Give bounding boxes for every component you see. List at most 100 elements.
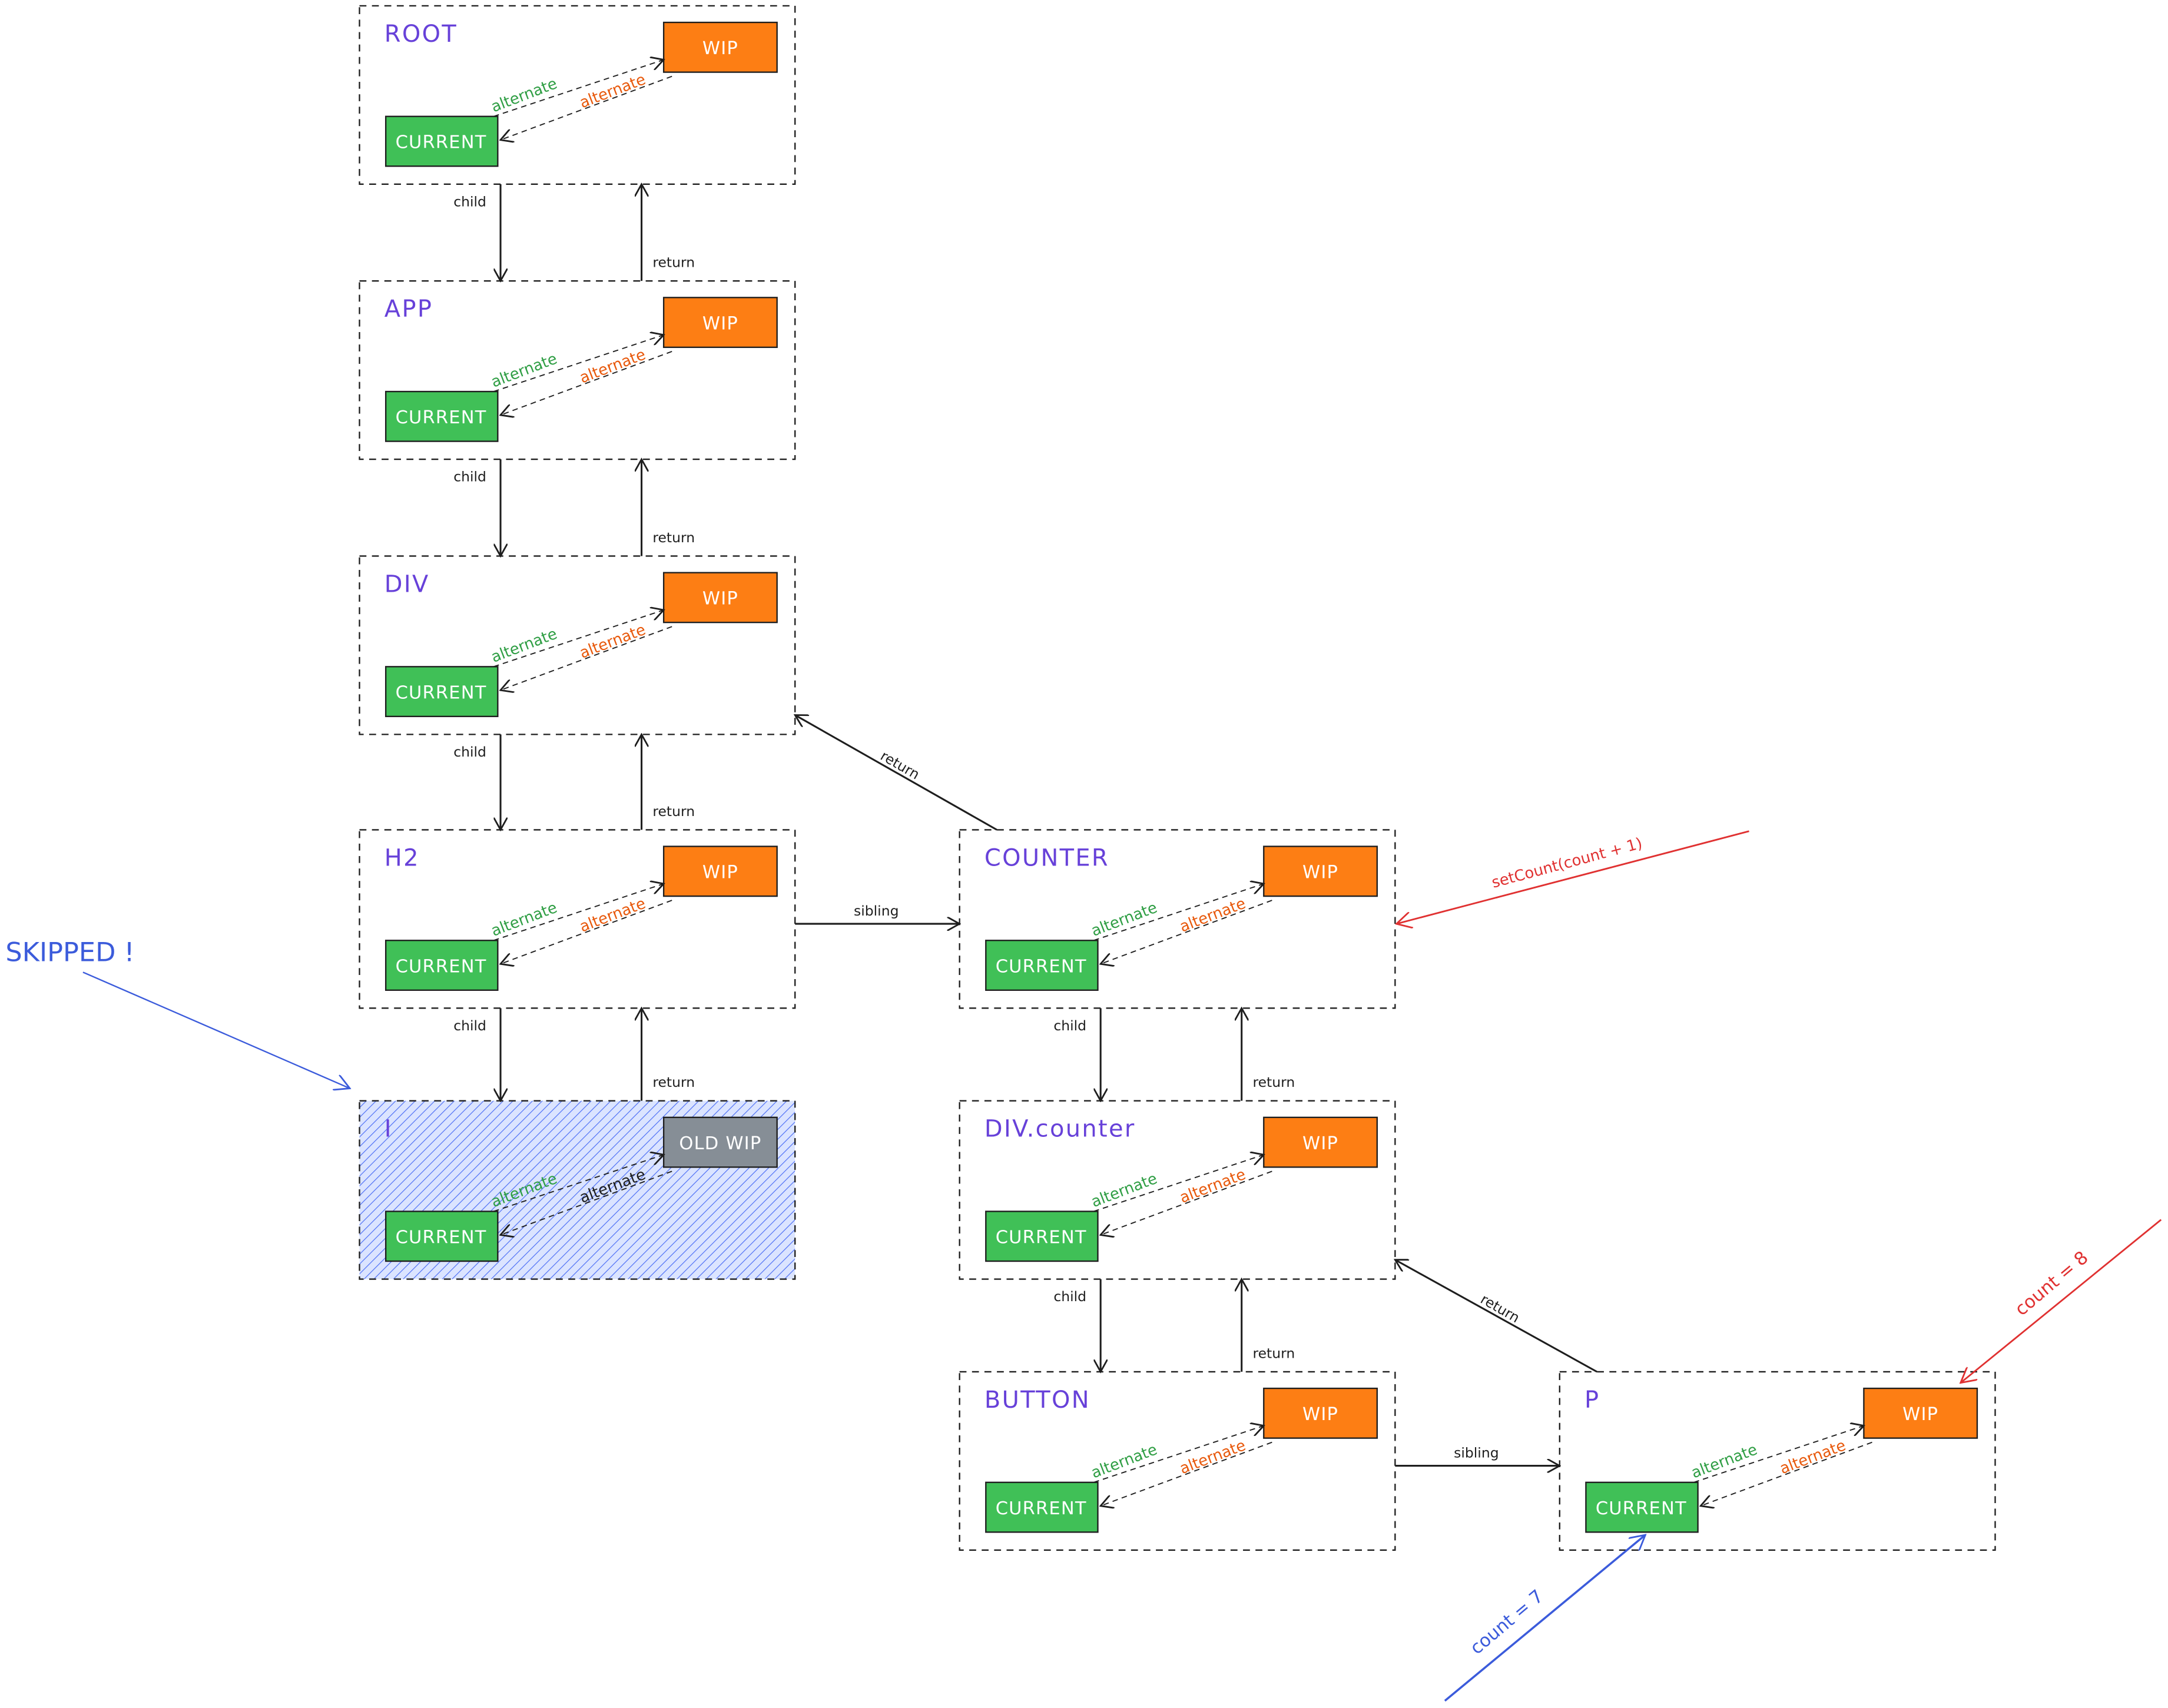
child-label: child [453, 469, 486, 485]
edge-sibling: sibling [1395, 1444, 1559, 1465]
alternate-arrow-to-wip [493, 1155, 664, 1212]
current-box [985, 940, 1099, 991]
alternate-arrow-to-wip [1093, 1155, 1264, 1212]
count-old-arrow [1444, 1535, 1645, 1702]
current-label: CURRENT [996, 956, 1087, 977]
alternate-arrow-to-current [500, 900, 672, 964]
alternate-label-to-current: alternate [1177, 1437, 1248, 1478]
alternate-label-to-wip: alternate [489, 625, 559, 666]
alternate-label-to-wip: alternate [1689, 1441, 1759, 1482]
edge-sibling: sibling [795, 903, 959, 924]
edge-return: return [642, 1008, 695, 1101]
current-box [384, 115, 499, 167]
edge-child: child [453, 459, 500, 556]
current-box [384, 1210, 499, 1262]
wip-box [662, 845, 778, 897]
skipped-annotation: SKIPPED ! [5, 937, 134, 967]
alternate-arrow-to-wip [493, 884, 664, 941]
edge-return: return [642, 184, 695, 281]
alternate-label-to-wip: alternate [1089, 899, 1159, 940]
child-label: child [1053, 1288, 1086, 1305]
set-count-annotation: setCount(count + 1) [1490, 835, 1644, 892]
alternate-arrow-to-wip [1093, 884, 1264, 941]
alternate-arrow-to-current [500, 1170, 672, 1235]
node-frame [959, 1100, 1396, 1280]
alternate-label-to-current: alternate [1778, 1437, 1848, 1478]
current-label: CURRENT [1596, 1498, 1687, 1519]
current-label: CURRENT [396, 1228, 487, 1248]
current-label: CURRENT [396, 956, 487, 977]
alternate-label-to-wip: alternate [1089, 1170, 1159, 1211]
current-box [384, 666, 499, 718]
sibling-label: sibling [854, 903, 899, 919]
wip-box [662, 21, 778, 73]
old-wip-box [662, 1116, 778, 1168]
node-label: BUTTON [984, 1387, 1090, 1414]
wip-box [662, 572, 778, 623]
edge-return: return [1242, 1008, 1295, 1101]
alternate-label-to-current: alternate [577, 621, 648, 662]
return-label: return [1252, 1074, 1295, 1090]
current-box [384, 940, 499, 991]
wip-box [1263, 1387, 1378, 1439]
wip-label: WIP [702, 38, 738, 59]
edge-child: child [453, 734, 500, 830]
return-label: return [1478, 1291, 1523, 1326]
return-label: return [652, 803, 695, 820]
alternate-label-to-current: alternate [577, 346, 648, 387]
alternate-label-to-wip: alternate [489, 350, 559, 391]
edge-return: return [1242, 1279, 1295, 1372]
alternate-label-to-wip: alternate [489, 75, 559, 116]
node-frame [359, 5, 796, 185]
wip-label: WIP [702, 863, 738, 883]
current-label: CURRENT [396, 407, 487, 428]
current-label: CURRENT [396, 682, 487, 703]
node-frame [359, 555, 796, 735]
wip-box [1263, 1116, 1378, 1168]
node-label: APP [384, 296, 433, 323]
alternate-arrow-to-wip [493, 335, 664, 392]
wip-label: WIP [702, 589, 738, 609]
count-new-arrow [1961, 1219, 2162, 1383]
alternate-label-to-current: alternate [1177, 895, 1248, 936]
edge-child: child [453, 184, 500, 281]
alternate-arrow-to-current [1100, 1441, 1272, 1506]
wip-label: WIP [1302, 1404, 1338, 1425]
wip-label: WIP [1302, 863, 1338, 883]
current-label: CURRENT [996, 1228, 1087, 1248]
return-arrow [1395, 1260, 1597, 1373]
alternate-arrow-to-wip [1693, 1425, 1864, 1483]
node-frame [359, 280, 796, 460]
wip-label: WIP [1302, 1133, 1338, 1154]
return-label: return [877, 747, 922, 782]
current-box [985, 1481, 1099, 1533]
edge-return: return [795, 715, 997, 831]
sibling-label: sibling [1454, 1444, 1499, 1461]
wip-label: OLD WIP [679, 1133, 761, 1154]
alternate-label-to-current: alternate [577, 895, 648, 936]
current-label: CURRENT [396, 132, 487, 153]
return-arrow [795, 715, 997, 831]
wip-label: WIP [702, 313, 738, 334]
node-frame [959, 1371, 1396, 1551]
child-label: child [1053, 1017, 1086, 1034]
child-label: child [453, 1017, 486, 1034]
edge-return: return [642, 734, 695, 830]
edge-child: child [1053, 1008, 1100, 1100]
skipped-arrow [82, 971, 350, 1088]
alternate-arrow-to-current [500, 351, 672, 415]
count-old-annotation: count = 7 [1467, 1586, 1548, 1659]
alternate-label-to-current: alternate [577, 71, 648, 112]
node-label: COUNTER [984, 844, 1109, 871]
return-label: return [1252, 1345, 1295, 1361]
